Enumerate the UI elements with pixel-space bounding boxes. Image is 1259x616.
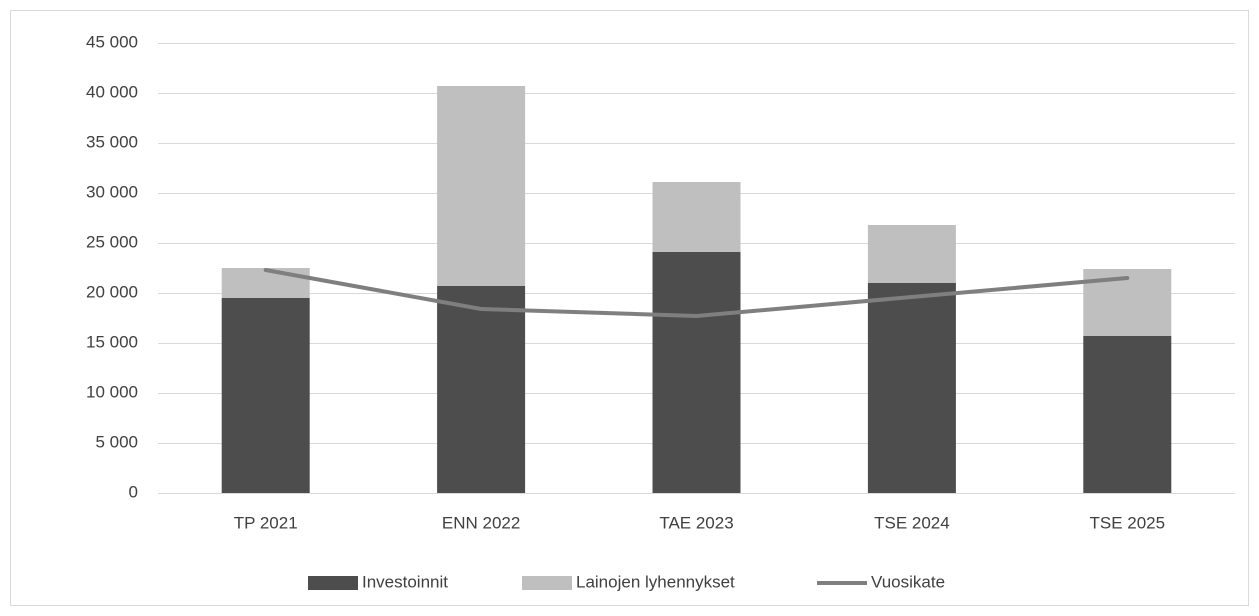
legend-label: Vuosikate (871, 572, 945, 591)
y-tick-label: 5 000 (95, 432, 138, 451)
y-tick-label: 40 000 (86, 82, 138, 101)
bar (1083, 336, 1172, 493)
legend-swatch (308, 576, 358, 590)
legend-swatch (522, 576, 572, 590)
x-tick-label: ENN 2022 (442, 513, 520, 532)
y-tick-label: 45 000 (86, 32, 138, 51)
x-tick-label: TSE 2025 (1089, 513, 1165, 532)
y-tick-label: 30 000 (86, 182, 138, 201)
chart-border (10, 10, 1249, 606)
x-tick-label: TP 2021 (234, 513, 298, 532)
y-tick-label: 35 000 (86, 132, 138, 151)
y-tick-label: 10 000 (86, 382, 138, 401)
y-tick-label: 0 (129, 482, 138, 501)
bar (652, 182, 741, 252)
bar (867, 225, 956, 283)
bar (221, 268, 310, 298)
legend-label: Investoinnit (362, 572, 448, 591)
bar (221, 298, 310, 493)
y-tick-label: 15 000 (86, 332, 138, 351)
bar (652, 252, 741, 493)
bar (437, 86, 526, 286)
bar (867, 283, 956, 493)
y-tick-label: 20 000 (86, 282, 138, 301)
line (263, 268, 1130, 318)
y-tick-label: 25 000 (86, 232, 138, 251)
legend-label: Lainojen lyhennykset (576, 572, 735, 591)
x-tick-label: TAE 2023 (659, 513, 733, 532)
x-tick-label: TSE 2024 (874, 513, 950, 532)
bar (437, 286, 526, 493)
